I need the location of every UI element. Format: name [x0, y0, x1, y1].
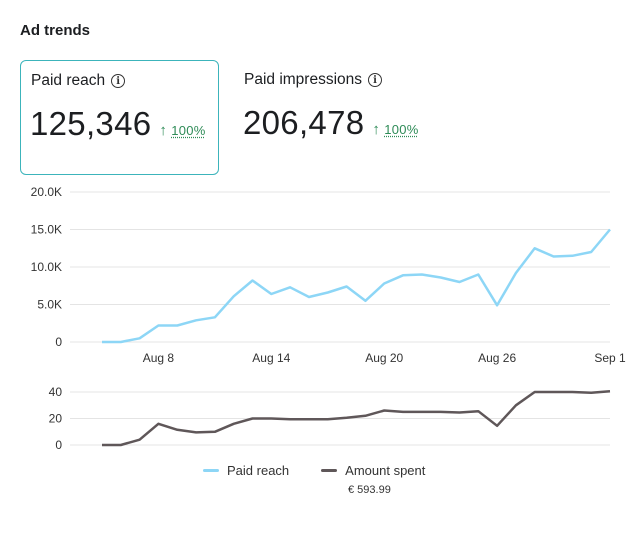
info-icon[interactable]: i [111, 74, 126, 88]
paid-reach-swatch [203, 469, 219, 472]
y-tick-label: 5.0K [37, 298, 62, 312]
y-tick-label: 0 [55, 438, 62, 452]
change-indicator: ↑ 100% [159, 122, 205, 139]
legend-label: Paid reach [227, 463, 290, 478]
y-tick-label: 20 [49, 412, 63, 426]
x-tick-label: Aug 20 [365, 351, 403, 365]
amount-spent-line [102, 390, 611, 447]
y-tick-label: 20.0K [31, 185, 62, 199]
x-tick-label: Sep 1 [594, 351, 626, 365]
y-tick-label: 0 [55, 335, 62, 349]
legend-item-paid-reach[interactable]: Paid reach [203, 463, 289, 478]
arrow-up-icon: ↑ [159, 122, 168, 139]
amount-spent-chart[interactable]: 40 20 0 [0, 378, 638, 458]
info-icon[interactable]: i [368, 73, 383, 87]
amount-spent-swatch [321, 469, 338, 472]
y-tick-label: 10.0K [31, 260, 62, 274]
change-value[interactable]: 100% [171, 123, 206, 138]
ad-trends-title: Ad trends [20, 22, 91, 39]
legend-item-amount-spent[interactable]: Amount spent [321, 463, 425, 478]
paid-reach-line [102, 228, 611, 344]
paid-reach-chart[interactable]: 20.0K 15.0K 10.0K 5.0K 0 Aug 8 Aug 14 Aug 20 Aug… [0, 180, 638, 560]
amount-spent-total: € 593.99 [348, 484, 391, 496]
y-tick-label: 40 [49, 385, 63, 399]
metric-card-paid-reach[interactable]: Paid reach i 125,346 ↑ 100% [20, 60, 219, 175]
metric-label: Paid impressions [244, 71, 363, 88]
change-value[interactable]: 100% [384, 122, 419, 137]
legend-label: Amount spent [345, 463, 426, 478]
metric-card-paid-impressions[interactable]: Paid impressions i 206,478 ↑ 100% [234, 60, 474, 175]
y-tick-label: 15.0K [31, 223, 62, 237]
arrow-up-icon: ↑ [372, 121, 381, 138]
metric-value: 125,346 [30, 105, 152, 142]
chart-legend: Paid reach Amount spent [203, 463, 425, 478]
x-tick-label: Aug 14 [252, 351, 290, 365]
x-tick-label: Aug 8 [143, 351, 175, 365]
x-tick-label: Aug 26 [478, 351, 516, 365]
metric-label: Paid reach [31, 72, 106, 89]
metric-value: 206,478 [243, 104, 365, 141]
change-indicator: ↑ 100% [372, 121, 418, 138]
